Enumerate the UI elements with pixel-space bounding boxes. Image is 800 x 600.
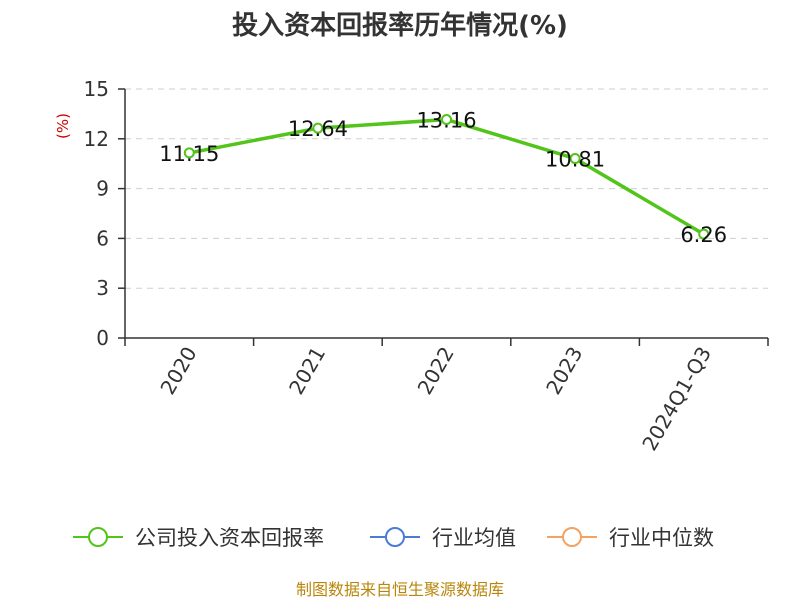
data-label: 11.15 — [159, 142, 219, 166]
axis-layer: 0 3 6 9 12 15 2020 2021 2022 2023 2024Q1-Q3 — [84, 77, 769, 455]
data-point — [441, 114, 452, 126]
data-label: 12.64 — [288, 117, 348, 141]
y-axis-unit-label: (%) — [54, 113, 72, 139]
y-tick-label: 6 — [96, 226, 109, 250]
legend-swatch-marker — [385, 527, 405, 547]
x-tick-label: 2020 — [155, 343, 201, 399]
legend-label: 行业中位数 — [609, 526, 714, 550]
y-tick-label: 3 — [96, 276, 109, 300]
legend-label: 行业均值 — [432, 526, 516, 550]
chart-title: 投入资本回报率历年情况(%) — [232, 10, 568, 41]
legend-swatch-marker — [562, 527, 582, 547]
data-label: 6.26 — [680, 223, 727, 247]
data-point — [312, 122, 324, 134]
data-point — [183, 147, 195, 159]
x-tick-label: 2023 — [541, 343, 587, 399]
data-point — [569, 153, 581, 165]
legend-label: 公司投入资本回报率 — [135, 526, 324, 550]
x-tick-label: 2024Q1-Q3 — [637, 343, 716, 455]
y-tick-label: 15 — [84, 77, 109, 101]
series-layer: 11.15 12.64 13.16 10.81 6.26 — [159, 109, 727, 248]
y-tick-label: 12 — [84, 127, 109, 151]
grid-layer — [125, 88, 768, 289]
data-label: 13.16 — [416, 109, 476, 133]
y-tick-label: 9 — [96, 177, 109, 201]
data-label: 10.81 — [545, 148, 605, 172]
data-point — [698, 228, 710, 240]
x-tick-label: 2022 — [413, 343, 459, 399]
legend: 公司投入资本回报率 行业均值 行业中位数 — [73, 526, 714, 550]
x-tick-label: 2021 — [284, 343, 330, 399]
series-line-company-roic — [188, 117, 705, 236]
legend-swatch-marker — [88, 527, 108, 547]
source-note: 制图数据来自恒生聚源数据库 — [296, 580, 504, 599]
y-tick-label: 0 — [96, 326, 109, 350]
